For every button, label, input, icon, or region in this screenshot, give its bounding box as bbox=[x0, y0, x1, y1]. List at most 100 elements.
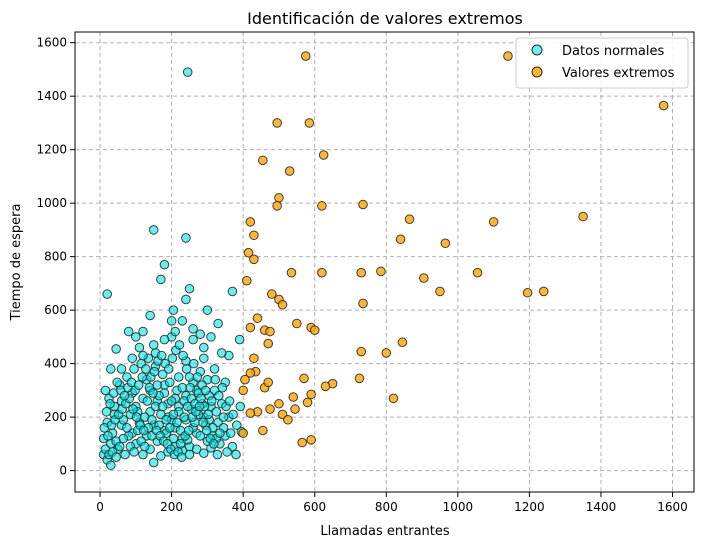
normal-point bbox=[177, 382, 188, 393]
normal-point bbox=[199, 448, 209, 459]
outlier-point bbox=[317, 201, 327, 211]
normal-point bbox=[182, 67, 193, 77]
outlier-point bbox=[274, 193, 284, 203]
outlier-point bbox=[284, 166, 295, 176]
outlier-point bbox=[419, 273, 429, 283]
outlier-point bbox=[238, 428, 248, 438]
legend-box bbox=[515, 37, 689, 89]
outlier-point bbox=[263, 338, 274, 349]
normal-point bbox=[141, 364, 151, 374]
normal-point bbox=[165, 423, 175, 433]
normal-point bbox=[133, 380, 144, 390]
normal-point bbox=[217, 382, 228, 393]
outlier-point bbox=[317, 267, 327, 278]
normal-point bbox=[178, 350, 188, 361]
normal-point bbox=[120, 449, 130, 460]
outlier-point bbox=[265, 404, 275, 414]
normal-point bbox=[216, 348, 227, 358]
y-tick-label: 0 bbox=[59, 464, 67, 478]
x-axis-label: Llamadas entrantes bbox=[320, 524, 450, 539]
outlier-point bbox=[245, 408, 256, 418]
outlier-point bbox=[258, 425, 268, 436]
y-tick-label: 600 bbox=[44, 303, 67, 317]
normal-point bbox=[202, 305, 213, 315]
outlier-point bbox=[283, 414, 293, 425]
normal-point bbox=[159, 259, 170, 270]
normal-point bbox=[209, 439, 219, 449]
outlier-point bbox=[358, 199, 368, 210]
outlier-point bbox=[243, 247, 254, 258]
outlier-point bbox=[258, 155, 268, 166]
outlier-point bbox=[241, 275, 252, 286]
x-tick-label: 600 bbox=[303, 500, 326, 514]
normal-point bbox=[129, 447, 139, 457]
outlier-point bbox=[274, 398, 284, 409]
outlier-point bbox=[578, 211, 588, 222]
normal-point bbox=[166, 396, 177, 406]
normal-point bbox=[214, 390, 224, 401]
normal-point bbox=[166, 316, 177, 326]
normal-point bbox=[213, 318, 223, 329]
normal-point bbox=[228, 409, 238, 420]
normal-point bbox=[206, 396, 217, 406]
normal-point bbox=[156, 274, 166, 285]
x-tick-label: 1400 bbox=[586, 500, 617, 514]
normal-point bbox=[122, 423, 132, 433]
normal-point bbox=[100, 385, 111, 396]
normal-point bbox=[138, 350, 148, 361]
normal-point bbox=[139, 441, 150, 452]
normal-point bbox=[209, 364, 220, 374]
normal-point bbox=[181, 294, 191, 305]
outlier-point bbox=[245, 322, 256, 333]
x-tick-label: 1000 bbox=[443, 500, 474, 514]
outlier-point bbox=[488, 217, 499, 227]
outlier-point bbox=[263, 377, 274, 388]
x-tick-label: 800 bbox=[375, 500, 398, 514]
grid bbox=[75, 32, 694, 492]
normal-point bbox=[203, 409, 213, 420]
normal-point bbox=[131, 412, 142, 422]
outlier-point bbox=[354, 373, 365, 384]
normal-point bbox=[134, 342, 145, 353]
normal-point bbox=[159, 334, 170, 345]
legend: Datos normales Valores extremos bbox=[515, 37, 689, 89]
outlier-point bbox=[252, 313, 263, 323]
outlier-point bbox=[286, 267, 297, 278]
normal-point bbox=[148, 340, 159, 350]
legend-marker-outlier bbox=[531, 66, 543, 78]
outlier-point bbox=[381, 348, 392, 358]
normal-point bbox=[156, 350, 167, 361]
plot-frame bbox=[74, 31, 695, 493]
normal-point bbox=[114, 441, 125, 452]
outlier-point bbox=[309, 325, 320, 335]
normal-point bbox=[181, 364, 192, 374]
normal-point bbox=[210, 374, 221, 385]
normal-point bbox=[225, 428, 236, 438]
normal-point bbox=[131, 332, 141, 342]
normal-point bbox=[222, 447, 232, 457]
normal-point bbox=[147, 414, 157, 425]
normal-point bbox=[212, 449, 223, 460]
normal-point bbox=[156, 451, 166, 461]
y-tick-label: 1200 bbox=[36, 143, 67, 157]
normal-point bbox=[105, 398, 115, 409]
normal-point bbox=[201, 425, 212, 436]
normal-point bbox=[192, 372, 203, 382]
normal-point bbox=[111, 344, 121, 354]
outlier-point bbox=[306, 389, 316, 400]
outlier-point bbox=[265, 326, 275, 337]
outlier-point bbox=[306, 435, 316, 445]
y-tick-label: 1600 bbox=[36, 36, 67, 50]
normal-point bbox=[138, 425, 149, 436]
normal-point bbox=[181, 233, 191, 243]
normal-point bbox=[194, 401, 205, 412]
outlier-point bbox=[277, 299, 288, 310]
normal-point bbox=[172, 417, 182, 428]
outlier-point bbox=[249, 254, 259, 265]
outlier-point bbox=[320, 381, 331, 392]
normal-point bbox=[105, 460, 116, 471]
normal-point bbox=[157, 401, 168, 412]
normal-point bbox=[173, 372, 184, 382]
outlier-point bbox=[658, 100, 669, 111]
